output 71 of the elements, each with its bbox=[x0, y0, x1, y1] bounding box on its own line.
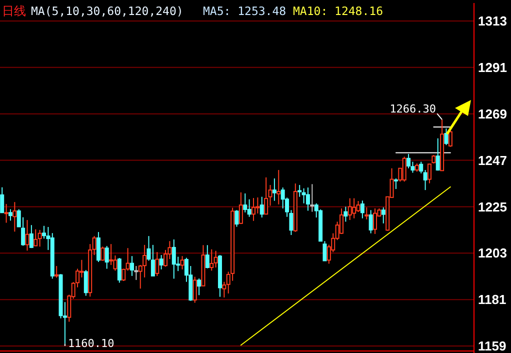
candlestick bbox=[247, 198, 252, 218]
y-tick-label: 1181 bbox=[478, 292, 506, 308]
candlestick bbox=[252, 198, 256, 222]
candlestick bbox=[172, 238, 176, 280]
annotation: 1160.10 bbox=[68, 337, 114, 350]
candlestick bbox=[134, 266, 138, 280]
candlestick bbox=[210, 248, 214, 272]
candlestick bbox=[448, 128, 452, 148]
candlestick bbox=[130, 256, 134, 276]
candlestick bbox=[360, 200, 364, 219]
candlestick bbox=[373, 208, 378, 234]
y-tick-label: 1247 bbox=[478, 152, 507, 168]
annotation: 1266.30 bbox=[390, 102, 436, 116]
candlestick bbox=[100, 246, 105, 262]
candlestick bbox=[205, 244, 210, 269]
y-tick-label: 1313 bbox=[478, 14, 507, 29]
y-tick-label: 1159 bbox=[478, 338, 506, 353]
candlestick bbox=[159, 254, 164, 270]
candlestick bbox=[238, 192, 243, 225]
candlestick bbox=[402, 156, 406, 182]
candlestick bbox=[348, 198, 352, 221]
candlestick bbox=[96, 232, 100, 263]
y-tick-label: 1291 bbox=[478, 60, 507, 75]
candlestick bbox=[310, 184, 314, 212]
candlestick bbox=[0, 186, 4, 214]
candlestick bbox=[427, 164, 432, 184]
candlestick bbox=[419, 161, 424, 174]
candlestick bbox=[264, 176, 268, 215]
candlestick bbox=[155, 252, 160, 276]
candlestick bbox=[356, 200, 360, 212]
y-tick-label: 1225 bbox=[478, 199, 507, 214]
candlestick bbox=[104, 245, 109, 270]
candlestick bbox=[272, 178, 276, 202]
candlestick bbox=[381, 206, 386, 224]
candlestick bbox=[352, 198, 356, 219]
candlestick bbox=[25, 220, 30, 252]
candlestick bbox=[84, 270, 88, 296]
candlestick bbox=[298, 184, 302, 198]
text: MA10: 1248.16 bbox=[293, 4, 384, 18]
chart-subtitle: MA(5,10,30,60,120,240) bbox=[31, 4, 184, 18]
candlestick bbox=[29, 224, 34, 249]
candlestick bbox=[268, 184, 272, 206]
y-tick-label: 1269 bbox=[478, 106, 507, 122]
candlestick bbox=[243, 192, 248, 213]
candlestick bbox=[234, 210, 239, 228]
candlestick bbox=[276, 169, 281, 205]
candlestick bbox=[214, 250, 218, 268]
candlestick bbox=[423, 169, 428, 191]
text: MA5: 1253.48 bbox=[203, 4, 286, 18]
candlestick bbox=[368, 210, 373, 234]
candlestick bbox=[444, 128, 448, 146]
candlestick bbox=[364, 206, 369, 220]
candlestick bbox=[38, 229, 42, 248]
candlestick bbox=[436, 138, 440, 172]
candlestick bbox=[4, 203, 8, 224]
candlestick bbox=[344, 206, 348, 222]
candlestick bbox=[12, 202, 17, 232]
candlestick bbox=[180, 256, 184, 270]
candlestick bbox=[54, 266, 59, 278]
chart-title: 日线 bbox=[2, 4, 26, 18]
candlestick bbox=[109, 244, 114, 266]
candlestick bbox=[406, 153, 411, 169]
candlestick bbox=[260, 196, 264, 218]
candlestick bbox=[394, 178, 398, 190]
candlestick bbox=[192, 276, 197, 304]
candlestick bbox=[34, 228, 38, 246]
y-tick-label: 1203 bbox=[478, 246, 507, 261]
candlestick bbox=[197, 278, 202, 296]
candlestick bbox=[8, 208, 12, 222]
candlestick bbox=[306, 187, 310, 212]
candlestick bbox=[117, 257, 122, 284]
